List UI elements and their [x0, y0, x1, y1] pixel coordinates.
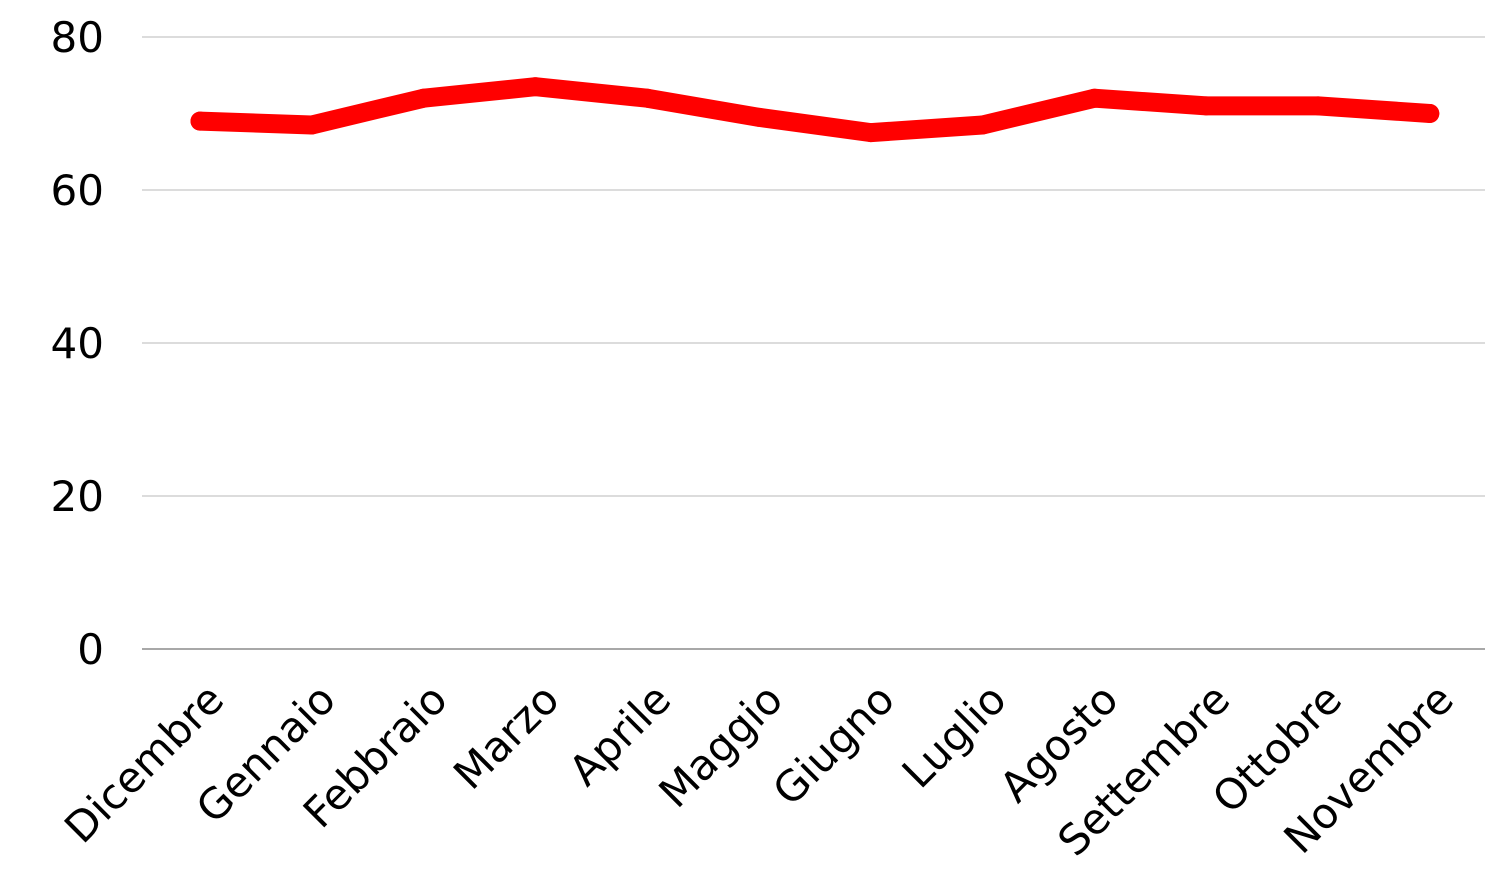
x-tick-label: Dicembre: [55, 674, 233, 852]
x-tick-label: Giugno: [763, 674, 904, 815]
x-tick-label: Marzo: [444, 674, 568, 798]
data-point: [302, 115, 322, 135]
y-tick-label: 80: [51, 13, 104, 62]
data-point: [1084, 88, 1104, 108]
y-tick-label: 20: [51, 472, 104, 521]
data-point: [973, 115, 993, 135]
series-line: [190, 77, 1440, 143]
y-tick-label: 60: [51, 166, 104, 215]
data-point: [861, 123, 881, 143]
data-point: [414, 88, 434, 108]
gridlines: [142, 36, 1485, 650]
data-point: [1196, 96, 1216, 116]
data-point: [525, 77, 545, 97]
data-point: [190, 111, 210, 131]
y-axis-ticks: 0 20 40 60 80: [51, 13, 104, 674]
data-point: [1308, 96, 1328, 116]
y-tick-label: 40: [51, 319, 104, 368]
data-point: [637, 88, 657, 108]
data-point: [749, 107, 769, 127]
series-lines: [190, 77, 1440, 143]
x-axis-ticks: DicembreGennaioFebbraioMarzoAprileMaggio…: [55, 674, 1463, 865]
x-tick-label: Maggio: [649, 674, 792, 817]
y-tick-label: 0: [77, 625, 104, 674]
data-point: [1420, 104, 1440, 123]
